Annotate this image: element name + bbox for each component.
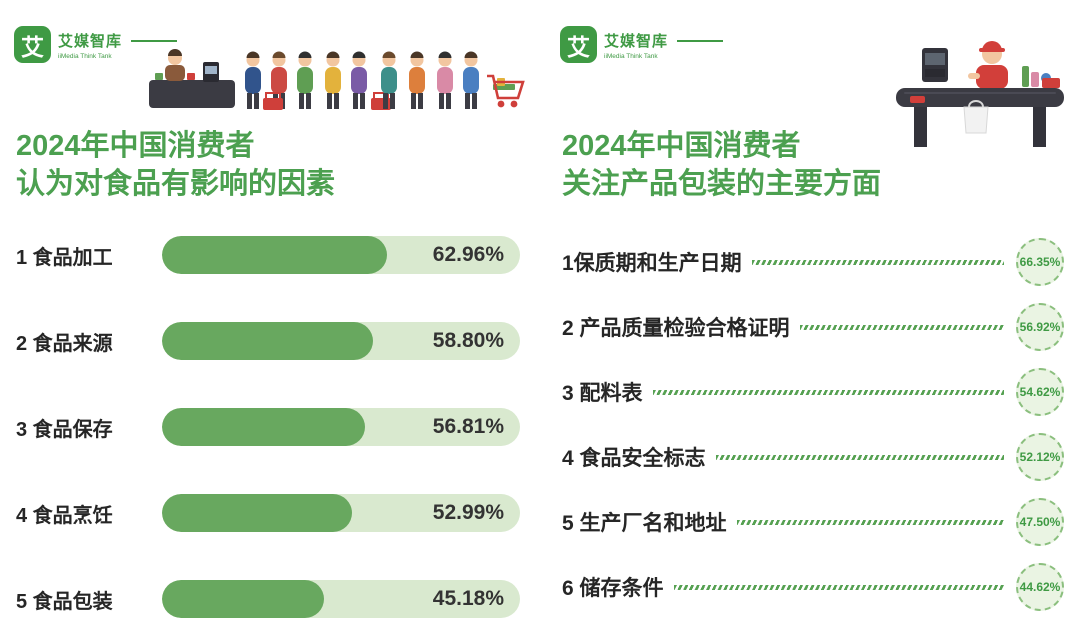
bar-row: 5 食品包装 45.18%: [16, 580, 520, 618]
left-chart-title: 2024年中国消费者 认为对食品有影响的因素: [16, 127, 335, 204]
list-item: 1保质期和生产日期 66.35%: [562, 238, 1064, 286]
leader-line: [652, 389, 1004, 395]
bar-fill: [162, 236, 388, 274]
list-item: 3 配料表 54.62%: [562, 368, 1064, 416]
right-leader-chart: 1保质期和生产日期 66.35% 2 产品质量检验合格证明 56.92% 3 配…: [562, 238, 1064, 611]
bar-track: 62.96%: [162, 236, 520, 274]
row-label: 5 生产厂名和地址: [562, 512, 727, 535]
bar-row: 1 食品加工 62.96%: [16, 236, 520, 274]
logo-char: 艾: [21, 33, 44, 60]
row-label: 3 配料表: [562, 382, 643, 405]
row-label: 2 产品质量检验合格证明: [562, 317, 790, 340]
bar-label: 1 食品加工: [16, 246, 113, 269]
brand-name: 艾媒智库: [58, 32, 123, 50]
bar-track: 56.81%: [162, 408, 520, 446]
bar-fill: [162, 494, 352, 532]
brand-header-left: 艾 艾媒智库 iiMedia Think Tank: [14, 26, 178, 63]
circle-value: 47.50%: [1019, 515, 1061, 529]
circle-value: 56.92%: [1019, 320, 1061, 334]
row-label: 4 食品安全标志: [562, 447, 706, 470]
cashier-counter-illustration: [896, 41, 1064, 147]
bar-fill: [162, 322, 373, 360]
leader-line: [736, 519, 1004, 525]
iimedia-logo: 艾: [14, 26, 51, 63]
right-title-line2: 关注产品包装的主要方面: [562, 168, 882, 201]
list-item: 5 生产厂名和地址 47.50%: [562, 498, 1064, 546]
value-circle: 44.62%: [1016, 563, 1064, 611]
left-title-line2: 认为对食品有影响的因素: [16, 168, 336, 201]
brand-name: 艾媒智库: [604, 32, 669, 50]
circle-value: 44.62%: [1019, 580, 1061, 594]
shoppers-checkout-illustration: [149, 49, 525, 110]
circle-value: 66.35%: [1019, 255, 1061, 269]
leader-line: [799, 324, 1004, 330]
list-item: 6 储存条件 44.62%: [562, 563, 1064, 611]
iimedia-logo: 艾: [560, 26, 597, 63]
brand-rule: [677, 39, 724, 42]
bar-fill: [162, 580, 324, 618]
leader-line: [715, 454, 1004, 460]
left-panel: 艾 艾媒智库 iiMedia Think Tank: [14, 0, 525, 641]
bar-fill: [162, 408, 366, 446]
right-panel: 艾 艾媒智库 iiMedia Think Tank 2: [560, 0, 1066, 641]
bar-track: 45.18%: [162, 580, 520, 618]
circle-value: 54.62%: [1019, 385, 1061, 399]
bar-value: 62.96%: [432, 243, 504, 266]
value-circle: 52.12%: [1016, 433, 1064, 481]
list-item: 2 产品质量检验合格证明 56.92%: [562, 303, 1064, 351]
right-title-line1: 2024年中国消费者: [562, 130, 801, 162]
left-title-line1: 2024年中国消费者: [16, 130, 255, 162]
bar-value: 58.80%: [432, 329, 504, 352]
value-circle: 66.35%: [1016, 238, 1064, 286]
bar-track: 58.80%: [162, 322, 520, 360]
bar-row: 4 食品烹饪 52.99%: [16, 494, 520, 532]
brand-rule: [131, 39, 178, 42]
leader-line: [751, 259, 1004, 265]
bar-label: 5 食品包装: [16, 590, 113, 613]
brand-subtitle: iiMedia Think Tank: [604, 52, 658, 60]
brand-header-right: 艾 艾媒智库 iiMedia Think Tank: [560, 26, 724, 63]
logo-char: 艾: [567, 33, 590, 60]
value-circle: 47.50%: [1016, 498, 1064, 546]
left-bar-chart: 1 食品加工 62.96% 2 食品来源 58.80% 3 食品保存 56.81…: [16, 236, 520, 618]
row-label: 1保质期和生产日期: [562, 252, 742, 275]
value-circle: 56.92%: [1016, 303, 1064, 351]
bar-track: 52.99%: [162, 494, 520, 532]
circle-value: 52.12%: [1019, 450, 1061, 464]
row-label: 6 储存条件: [562, 577, 664, 600]
bar-label: 2 食品来源: [16, 332, 113, 355]
brand-text: 艾媒智库 iiMedia Think Tank: [58, 30, 122, 60]
list-item: 4 食品安全标志 52.12%: [562, 433, 1064, 481]
bar-label: 3 食品保存: [16, 418, 113, 441]
bar-value: 45.18%: [432, 587, 504, 610]
bar-value: 56.81%: [432, 415, 504, 438]
brand-subtitle: iiMedia Think Tank: [58, 52, 112, 60]
bar-value: 52.99%: [432, 501, 504, 524]
brand-text: 艾媒智库 iiMedia Think Tank: [604, 30, 668, 60]
bar-row: 3 食品保存 56.81%: [16, 408, 520, 446]
bar-row: 2 食品来源 58.80%: [16, 322, 520, 360]
leader-line: [673, 584, 1004, 590]
value-circle: 54.62%: [1016, 368, 1064, 416]
bar-label: 4 食品烹饪: [16, 504, 113, 527]
right-chart-title: 2024年中国消费者 关注产品包装的主要方面: [562, 127, 881, 204]
